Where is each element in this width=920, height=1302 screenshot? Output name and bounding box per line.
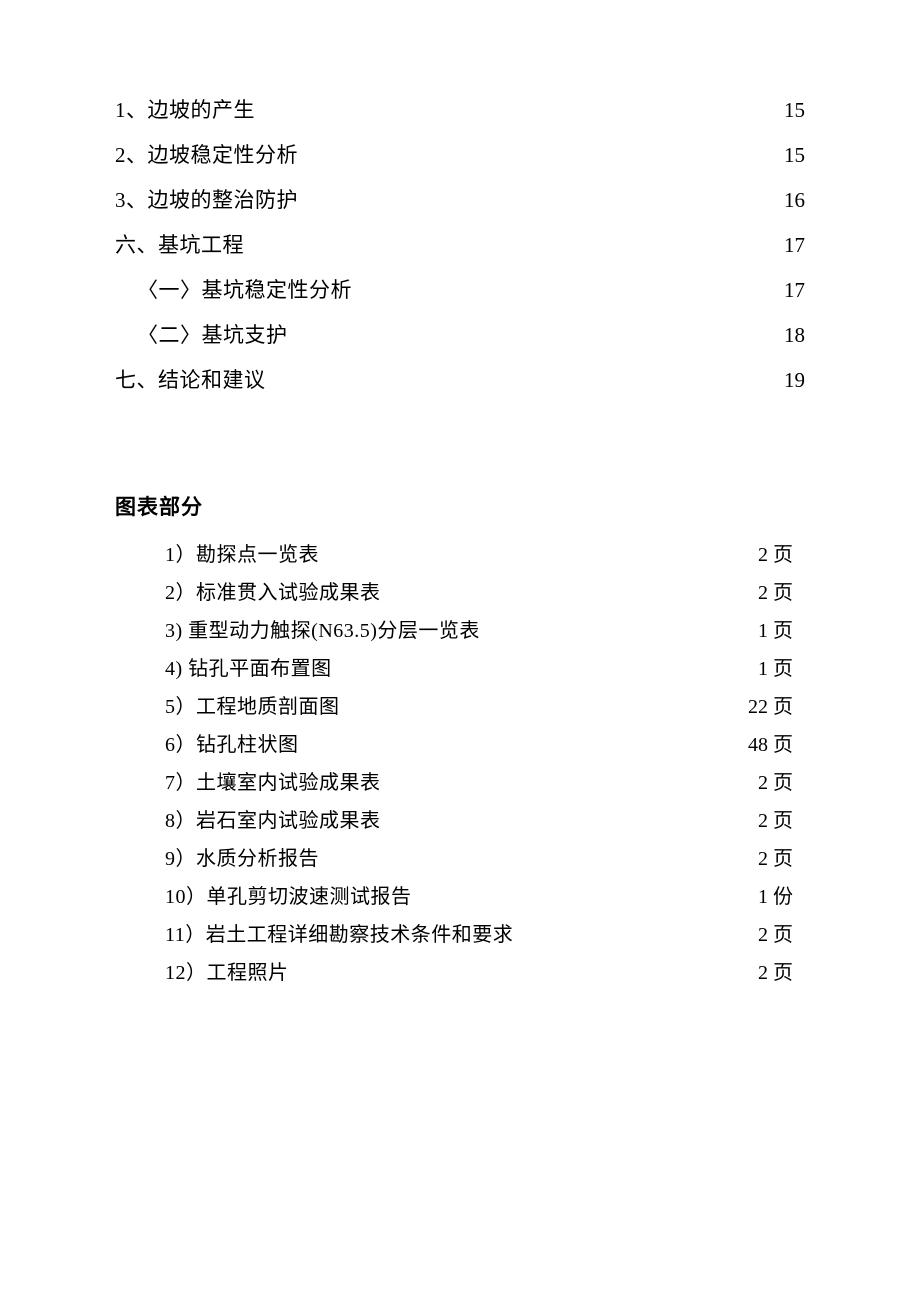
figure-row: 6）钻孔柱状图 48 页 — [165, 735, 793, 755]
figure-label: 4) 钻孔平面布置图 — [165, 659, 332, 679]
toc-label: 〈二〉基坑支护 — [115, 325, 288, 346]
figure-row: 3) 重型动力触探(N63.5)分层一览表 1 页 — [165, 621, 793, 641]
toc-page-number: 16 — [765, 190, 805, 211]
figure-row: 5）工程地质剖面图 22 页 — [165, 697, 793, 717]
figure-section-header: 图表部分 — [115, 491, 805, 521]
toc-page-number: 18 — [765, 325, 805, 346]
figure-label: 8）岩石室内试验成果表 — [165, 811, 381, 831]
toc-page-number: 19 — [765, 370, 805, 391]
figure-label: 9）水质分析报告 — [165, 849, 319, 869]
figure-page-count: 2 页 — [743, 963, 793, 983]
toc-label: 六、基坑工程 — [115, 235, 244, 256]
figure-row: 10）单孔剪切波速测试报告 1 份 — [165, 887, 793, 907]
figure-row: 2）标准贯入试验成果表 2 页 — [165, 583, 793, 603]
figure-row: 12）工程照片 2 页 — [165, 963, 793, 983]
toc-label: 3、边坡的整治防护 — [115, 190, 298, 211]
figure-page-count: 2 页 — [743, 849, 793, 869]
figure-page-count: 2 页 — [743, 583, 793, 603]
figure-label: 12）工程照片 — [165, 963, 289, 983]
figure-label: 6）钻孔柱状图 — [165, 735, 299, 755]
figure-label: 2）标准贯入试验成果表 — [165, 583, 381, 603]
figure-page-count: 2 页 — [743, 545, 793, 565]
toc-label: 1、边坡的产生 — [115, 100, 255, 121]
toc-row: 1、边坡的产生 15 — [115, 100, 805, 121]
toc-page-number: 17 — [765, 280, 805, 301]
figure-row: 8）岩石室内试验成果表 2 页 — [165, 811, 793, 831]
figure-page-count: 22 页 — [743, 697, 793, 717]
figure-row: 4) 钻孔平面布置图 1 页 — [165, 659, 793, 679]
toc-label: 〈一〉基坑稳定性分析 — [115, 280, 352, 301]
figure-page-count: 48 页 — [743, 735, 793, 755]
figure-page-count: 2 页 — [743, 925, 793, 945]
figure-label: 3) 重型动力触探(N63.5)分层一览表 — [165, 621, 480, 641]
toc-section: 1、边坡的产生152、边坡稳定性分析153、边坡的整治防护16六、基坑工程17〈… — [115, 100, 805, 391]
figure-label: 10）单孔剪切波速测试报告 — [165, 887, 412, 907]
toc-row: 2、边坡稳定性分析 15 — [115, 145, 805, 166]
toc-row: 七、结论和建议 19 — [115, 370, 805, 391]
figure-label: 5）工程地质剖面图 — [165, 697, 340, 717]
toc-page-number: 15 — [765, 145, 805, 166]
toc-page-number: 17 — [765, 235, 805, 256]
toc-label: 2、边坡稳定性分析 — [115, 145, 298, 166]
toc-row: 3、边坡的整治防护 16 — [115, 190, 805, 211]
figure-row: 1）勘探点一览表 2 页 — [165, 545, 793, 565]
figure-page-count: 1 页 — [743, 621, 793, 641]
figure-page-count: 1 份 — [743, 887, 793, 907]
figure-label: 7）土壤室内试验成果表 — [165, 773, 381, 793]
figure-label: 11）岩土工程详细勘察技术条件和要求 — [165, 925, 513, 945]
figure-page-count: 2 页 — [743, 773, 793, 793]
toc-row: 六、基坑工程 17 — [115, 235, 805, 256]
figure-row: 7）土壤室内试验成果表 2 页 — [165, 773, 793, 793]
figure-label: 1）勘探点一览表 — [165, 545, 319, 565]
toc-row: 〈一〉基坑稳定性分析 17 — [115, 280, 805, 301]
toc-page-number: 15 — [765, 100, 805, 121]
toc-row: 〈二〉基坑支护 18 — [115, 325, 805, 346]
toc-label: 七、结论和建议 — [115, 370, 266, 391]
figure-page-count: 1 页 — [743, 659, 793, 679]
figure-row: 11）岩土工程详细勘察技术条件和要求 2 页 — [165, 925, 793, 945]
figure-section: 1）勘探点一览表 2 页 2）标准贯入试验成果表 2 页 3) 重型动力触探(N63.5… — [115, 545, 805, 983]
figure-page-count: 2 页 — [743, 811, 793, 831]
figure-row: 9）水质分析报告 2 页 — [165, 849, 793, 869]
